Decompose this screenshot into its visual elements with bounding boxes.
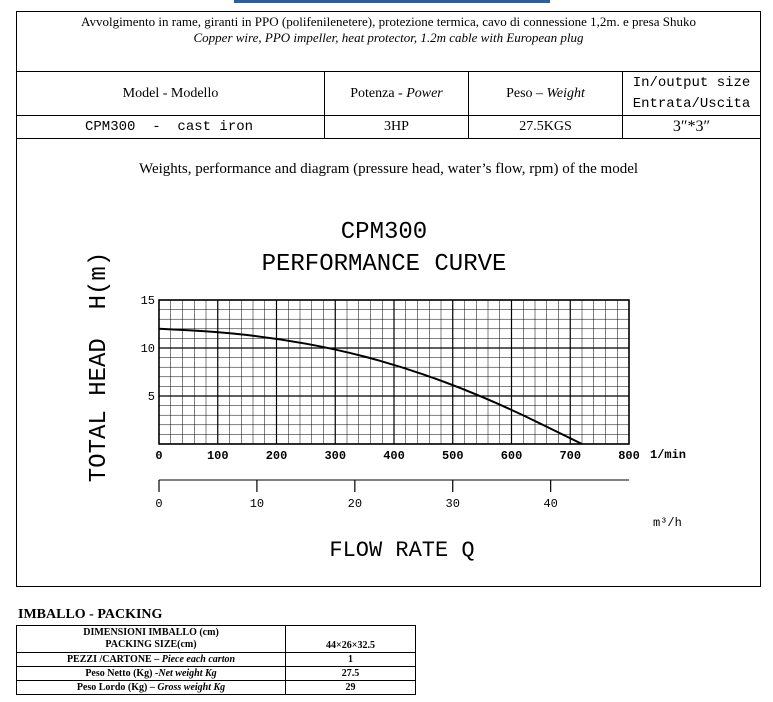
- model-header: Model - Modello: [17, 72, 325, 115]
- y-tick-label: 5: [148, 390, 155, 404]
- x-tick-label: 700: [559, 449, 581, 463]
- gross-weight-value: 29: [285, 680, 416, 695]
- x2-tick-label: 40: [543, 497, 557, 511]
- x2-tick-label: 20: [348, 497, 362, 511]
- packing-table: DIMENSIONI IMBALLO (cm) PACKING SIZE(cm)…: [16, 625, 416, 695]
- x-tick-label: 300: [324, 449, 346, 463]
- performance-curve-line: [158, 327, 583, 445]
- x-tick-label: 200: [266, 449, 288, 463]
- plot-frame: [158, 299, 630, 445]
- description-row: Avvolgimento in rame, giranti in PPO (po…: [17, 12, 760, 72]
- net-weight-label-it: Peso Netto (Kg) -: [85, 667, 159, 679]
- gross-weight-label-en: Gross weight Kg: [157, 681, 226, 693]
- x-axis-label: FLOW RATE Q: [329, 538, 474, 563]
- power-header-it: Potenza -: [350, 85, 403, 101]
- pieces-value: 1: [285, 652, 416, 667]
- top-accent-bar: [234, 0, 550, 3]
- weight-header-it: Peso –: [506, 85, 544, 101]
- packing-size-label: DIMENSIONI IMBALLO (cm) PACKING SIZE(cm): [16, 625, 286, 653]
- packing-title: IMBALLO - PACKING: [18, 607, 163, 622]
- description-english: Copper wire, PPO impeller, heat protecto…: [193, 30, 584, 45]
- weight-value: 27.5KGS: [469, 116, 623, 138]
- packing-size-label-en: PACKING SIZE(cm): [105, 639, 197, 650]
- x2-tick-label: 0: [155, 497, 162, 511]
- table-row: Peso Lordo (Kg) – Gross weight Kg 29: [16, 680, 416, 695]
- performance-chart: CPM300 PERFORMANCE CURVE TOTAL HEAD H(m)…: [86, 219, 686, 563]
- pieces-label: PEZZI /CARTONE – Piece each carton: [16, 652, 286, 667]
- table-row: Peso Netto (Kg) -Net weight Kg 27.5: [16, 666, 416, 681]
- y-tick-label: 10: [141, 342, 155, 356]
- x2-tick-label: 10: [250, 497, 264, 511]
- table-row: PEZZI /CARTONE – Piece each carton 1: [16, 652, 416, 667]
- x-tick-label: 500: [442, 449, 464, 463]
- weight-header-en: Weight: [546, 85, 585, 101]
- io-size-value: 3″*3″: [672, 118, 711, 135]
- packing-section: IMBALLO - PACKING DIMENSIONI IMBALLO (cm…: [16, 607, 416, 695]
- x-tick-label: 600: [501, 449, 523, 463]
- packing-size-label-it: DIMENSIONI IMBALLO (cm): [83, 627, 219, 638]
- x2-unit-label: m³/h: [653, 516, 682, 530]
- x-tick-label: 400: [383, 449, 405, 463]
- table-row: DIMENSIONI IMBALLO (cm) PACKING SIZE(cm)…: [16, 625, 416, 653]
- x2-tick-label: 30: [446, 497, 460, 511]
- y-axis-label: TOTAL HEAD H(m): [86, 252, 113, 482]
- gross-weight-label-it: Peso Lordo (Kg) –: [76, 681, 158, 693]
- power-header-en: Power: [406, 85, 443, 101]
- x-tick-label: 800: [618, 449, 640, 463]
- net-weight-label: Peso Netto (Kg) -Net weight Kg: [16, 666, 286, 681]
- power-header: Potenza - Power: [325, 72, 469, 115]
- chart-title: CPM300: [341, 219, 427, 246]
- product-sheet: Avvolgimento in rame, giranti in PPO (po…: [16, 11, 761, 587]
- pieces-label-en: Piece each carton: [161, 653, 236, 665]
- spec-data-row: CPM300 - cast iron 3HP 27.5KGS 3″*3″: [17, 116, 760, 139]
- gross-weight-label: Peso Lordo (Kg) – Gross weight Kg: [16, 680, 286, 695]
- packing-size-value: 44×26×32.5: [285, 625, 416, 653]
- io-size-header: In/output size Entrata/Uscita: [623, 72, 760, 115]
- section-subtitle: Weights, performance and diagram (pressu…: [138, 161, 639, 177]
- chart-subtitle: PERFORMANCE CURVE: [262, 251, 507, 278]
- chart-grid: [158, 299, 630, 445]
- y-tick-label: 15: [141, 294, 155, 308]
- model-value: CPM300 - cast iron: [17, 116, 325, 138]
- power-value: 3HP: [325, 116, 469, 138]
- x-tick-label: 100: [207, 449, 229, 463]
- x-tick-label: 0: [155, 449, 162, 463]
- x-unit-label: 1/min: [650, 448, 686, 462]
- pieces-label-it: PEZZI /CARTONE –: [66, 653, 162, 665]
- io-header-line1: In/output size: [632, 74, 751, 91]
- spec-header-row: Model - Modello Potenza - Power Peso – W…: [17, 72, 760, 116]
- net-weight-label-en: Net weight Kg: [158, 667, 217, 679]
- weight-header: Peso – Weight: [469, 72, 623, 115]
- description-italian: Avvolgimento in rame, giranti in PPO (po…: [81, 14, 696, 29]
- io-header-line2: Entrata/Uscita: [632, 95, 751, 112]
- net-weight-value: 27.5: [285, 666, 416, 681]
